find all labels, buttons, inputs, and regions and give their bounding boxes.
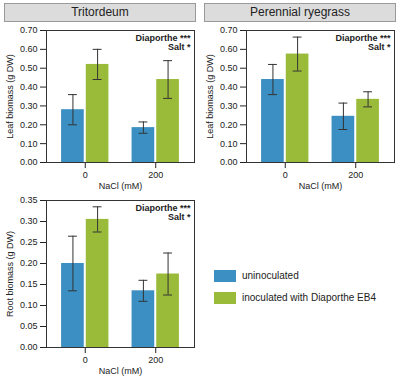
svg-text:0.20: 0.20	[20, 120, 38, 130]
svg-text:NaCl (mM): NaCl (mM)	[99, 366, 143, 376]
svg-text:0.20: 0.20	[20, 258, 38, 268]
svg-text:0: 0	[283, 170, 288, 180]
svg-text:0.40: 0.40	[220, 82, 238, 92]
svg-text:0.10: 0.10	[20, 139, 38, 149]
svg-text:200: 200	[348, 170, 363, 180]
html-text:uninoculated: uninoculated	[242, 270, 299, 281]
svg-text:0.20: 0.20	[220, 120, 238, 130]
svg-text:0.10: 0.10	[20, 300, 38, 310]
svg-text:NaCl (mM): NaCl (mM)	[299, 181, 343, 191]
html-text:Tritordeum: Tritordeum	[71, 5, 129, 19]
svg-text:0.30: 0.30	[20, 216, 38, 226]
svg-text:Leaf biomass (g DW): Leaf biomass (g DW)	[205, 54, 215, 139]
svg-text:0.05: 0.05	[20, 321, 38, 331]
svg-text:Diaporthe ***Salt *: Diaporthe ***Salt *	[135, 33, 191, 52]
svg-text:200: 200	[148, 170, 163, 180]
svg-text:0: 0	[83, 170, 88, 180]
svg-text:0.10: 0.10	[220, 139, 238, 149]
svg-text:0.30: 0.30	[220, 101, 238, 111]
svg-text:0.70: 0.70	[20, 25, 38, 35]
svg-text:Diaporthe ***Salt *: Diaporthe ***Salt *	[135, 203, 191, 222]
html-text:Perennial ryegrass: Perennial ryegrass	[250, 5, 350, 19]
svg-text:0.60: 0.60	[20, 44, 38, 54]
svg-text:0.40: 0.40	[20, 82, 38, 92]
svg-text:Diaporthe ***Salt *: Diaporthe ***Salt *	[335, 33, 391, 52]
svg-text:0.50: 0.50	[20, 63, 38, 73]
svg-text:Root biomass (g DW): Root biomass (g DW)	[5, 231, 15, 317]
svg-text:0.60: 0.60	[220, 44, 238, 54]
svg-text:0.50: 0.50	[220, 63, 238, 73]
html-text:inoculated with Diaporthe EB4: inoculated with Diaporthe EB4	[242, 292, 376, 303]
svg-text:0.30: 0.30	[20, 101, 38, 111]
svg-text:Leaf biomass (g DW): Leaf biomass (g DW)	[5, 54, 15, 139]
svg-text:0.15: 0.15	[20, 279, 38, 289]
svg-text:NaCl (mM): NaCl (mM)	[99, 181, 143, 191]
svg-text:0.35: 0.35	[20, 195, 38, 205]
svg-text:0.00: 0.00	[220, 157, 238, 167]
svg-text:0.00: 0.00	[20, 157, 38, 167]
svg-text:0.00: 0.00	[20, 342, 38, 352]
svg-text:0.70: 0.70	[220, 25, 238, 35]
svg-text:0: 0	[83, 355, 88, 365]
svg-text:200: 200	[148, 355, 163, 365]
svg-text:0.25: 0.25	[20, 237, 38, 247]
